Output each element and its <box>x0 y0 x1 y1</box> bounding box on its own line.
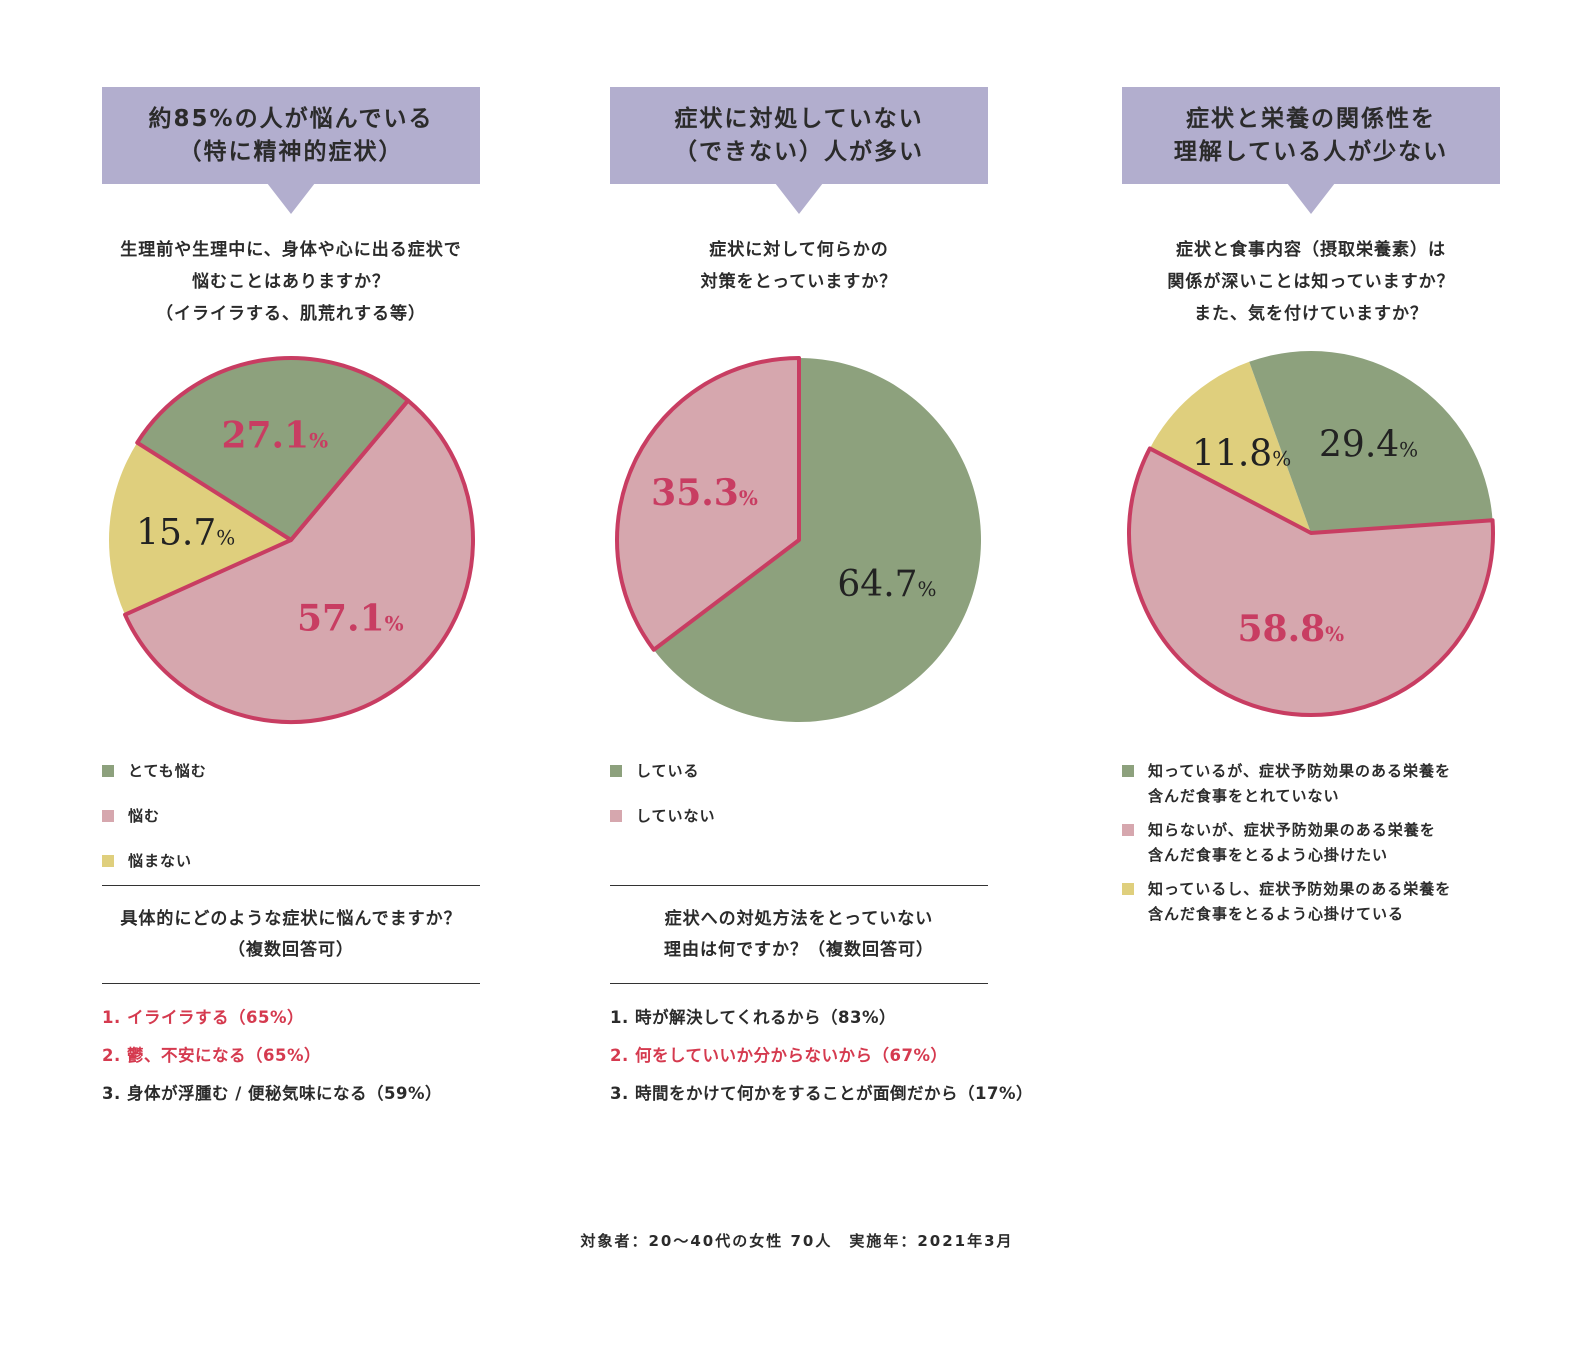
survey-question: 症状に対して何らかの 対策をとっていますか？ <box>610 234 988 298</box>
panel-1: 約85%の人が悩んでいる （特に精神的症状） 生理前や生理中に、身体や心に出る症… <box>102 87 480 1103</box>
legend-swatch <box>1122 883 1134 895</box>
pie-slice <box>1129 448 1493 715</box>
legend-swatch <box>1122 824 1134 836</box>
legend-item: 悩まない <box>102 849 480 874</box>
slice-highlight-outline <box>615 356 801 652</box>
legend-label: 含んだ食事をとるよう心掛けたい <box>1148 846 1389 864</box>
sub-question: 症状への対処方法をとっていない 理由は何ですか？（複数回答可） <box>610 885 988 984</box>
sub-question-line: 具体的にどのような症状に悩んでますか？ <box>120 908 462 929</box>
panel-2: 症状に対処していない （できない）人が多い 症状に対して何らかの 対策をとってい… <box>610 87 1033 1103</box>
legend-item: 知っているが、症状予防効果のある栄養を 含んだ食事をとれていない <box>1122 759 1500 809</box>
legend-swatch <box>102 855 114 867</box>
legend-item: している <box>610 759 988 784</box>
legend-label: とても悩む <box>128 762 207 780</box>
legend-item: 悩む <box>102 804 480 829</box>
banner-line: 理解している人が少ない <box>1173 138 1449 165</box>
pie-chart-countermeasure: 64.7% 35.3% <box>615 356 981 722</box>
legend-swatch <box>1122 765 1134 777</box>
legend-label: していない <box>636 807 716 825</box>
legend-swatch <box>102 810 114 822</box>
pie-slice <box>125 400 474 723</box>
pie-slice-label: 35.3% <box>651 472 758 514</box>
pie-slice-label: 64.7% <box>837 564 936 605</box>
legend-label: 知らないが、症状予防効果のある栄養を <box>1148 821 1436 839</box>
survey-question: 症状と食事内容（摂取栄養素）は 関係が深いことは知っていますか？ また、気を付け… <box>1122 234 1500 330</box>
pie-slice <box>617 358 799 650</box>
survey-question: 生理前や生理中に、身体や心に出る症状で 悩むことはありますか？ （イライラする、… <box>102 234 480 330</box>
pie-chart-symptom-worry: 57.1% 15.7% 27.1% <box>109 356 475 724</box>
sub-question-line: （複数回答可） <box>228 939 354 960</box>
answer-item: 1. 時が解決してくれるから（83%） <box>610 1008 896 1027</box>
pie-slice-label: 27.1% <box>221 415 328 457</box>
legend-label: 含んだ食事をとれていない <box>1148 787 1340 805</box>
sub-question-line: 症状への対処方法をとっていない <box>664 908 934 929</box>
pie-legend: している していない <box>610 759 988 849</box>
sub-question: 具体的にどのような症状に悩んでますか？ （複数回答可） <box>102 885 480 984</box>
panel-banner: 症状に対処していない （できない）人が多い <box>610 87 988 214</box>
legend-label: 悩まない <box>128 852 193 870</box>
legend-item: とても悩む <box>102 759 480 784</box>
question-line: 症状に対して何らかの <box>709 240 889 260</box>
pie-slice-label: 58.8% <box>1237 608 1344 650</box>
pie-slice <box>653 358 981 722</box>
pie-chart-nutrition-awareness: 58.8% 11.8% 29.4% <box>1127 351 1495 717</box>
pie-slice-label: 11.8% <box>1192 433 1291 474</box>
question-line: また、気を付けていますか？ <box>1194 304 1428 324</box>
answer-list: 1. 時が解決してくれるから（83%） 2. 何をしていいか分からないから（67%… <box>610 1005 1033 1119</box>
slice-highlight-outline <box>135 356 410 542</box>
survey-footer: 対象者：20〜40代の女性 70人 実施年：2021年3月 <box>580 1232 1014 1250</box>
pie-slice <box>137 358 408 540</box>
question-line: 症状と食事内容（摂取栄養素）は <box>1176 240 1446 260</box>
answer-item: 2. 鬱、不安になる（65%） <box>102 1046 321 1065</box>
legend-item: していない <box>610 804 988 829</box>
slice-highlight-outline <box>123 398 475 724</box>
pie-slice-label: 57.1% <box>297 597 404 639</box>
question-line: 関係が深いことは知っていますか？ <box>1167 272 1455 292</box>
banner-line: （特に精神的症状） <box>178 138 404 165</box>
answer-item: 3. 身体が浮腫む / 便秘気味になる（59%） <box>102 1084 443 1103</box>
pie-slice <box>1249 351 1493 533</box>
legend-label: 悩む <box>128 807 161 825</box>
pie-slice <box>109 442 291 615</box>
question-line: （イライラする、肌荒れする等） <box>156 304 426 324</box>
panel-banner: 症状と栄養の関係性を 理解している人が少ない <box>1122 87 1500 214</box>
legend-label: 知っているし、症状予防効果のある栄養を <box>1148 880 1452 898</box>
banner-line: 約85%の人が悩んでいる <box>148 105 434 132</box>
pie-legend: 知っているが、症状予防効果のある栄養を 含んだ食事をとれていない 知らないが、症状予… <box>1122 759 1500 936</box>
banner-line: （できない）人が多い <box>674 138 924 165</box>
pie-slice-label: 15.7% <box>136 513 235 554</box>
legend-swatch <box>610 810 622 822</box>
pie-slice <box>1149 361 1311 533</box>
answer-item: 1. イライラする（65%） <box>102 1008 304 1027</box>
answer-item: 3. 時間をかけて何かをすることが面倒だから（17%） <box>610 1084 1033 1103</box>
pie-legend: とても悩む悩む悩まない <box>102 759 480 894</box>
banner-line: 症状に対処していない <box>674 105 924 132</box>
banner-line: 症状と栄養の関係性を <box>1186 105 1436 132</box>
panel-banner: 約85%の人が悩んでいる （特に精神的症状） <box>102 87 480 214</box>
question-line: 生理前や生理中に、身体や心に出る症状で <box>120 240 462 260</box>
legend-item: 知っているし、症状予防効果のある栄養を 含んだ食事をとるよう心掛けている <box>1122 877 1500 927</box>
question-line: 対策をとっていますか？ <box>700 272 898 292</box>
pie-slice-label: 29.4% <box>1319 425 1418 466</box>
panel-3: 症状と栄養の関係性を 理解している人が少ない 症状と食事内容（摂取栄養素）は 関… <box>1122 87 1500 923</box>
legend-label: 知っているが、症状予防効果のある栄養を <box>1148 762 1451 780</box>
slice-highlight-outline <box>1127 446 1495 717</box>
legend-label: している <box>636 762 700 780</box>
legend-swatch <box>102 765 114 777</box>
question-line: 悩むことはありますか？ <box>192 272 390 292</box>
answer-item: 2. 何をしていいか分からないから（67%） <box>610 1046 948 1065</box>
legend-item: 知らないが、症状予防効果のある栄養を 含んだ食事をとるよう心掛けたい <box>1122 818 1500 868</box>
answer-list: 1. イライラする（65%） 2. 鬱、不安になる（65%） 3. 身体が浮腫む /… <box>102 1005 518 1119</box>
legend-label: 含んだ食事をとるよう心掛けている <box>1148 905 1405 923</box>
legend-swatch <box>610 765 622 777</box>
sub-question-line: 理由は何ですか？（複数回答可） <box>664 939 934 960</box>
